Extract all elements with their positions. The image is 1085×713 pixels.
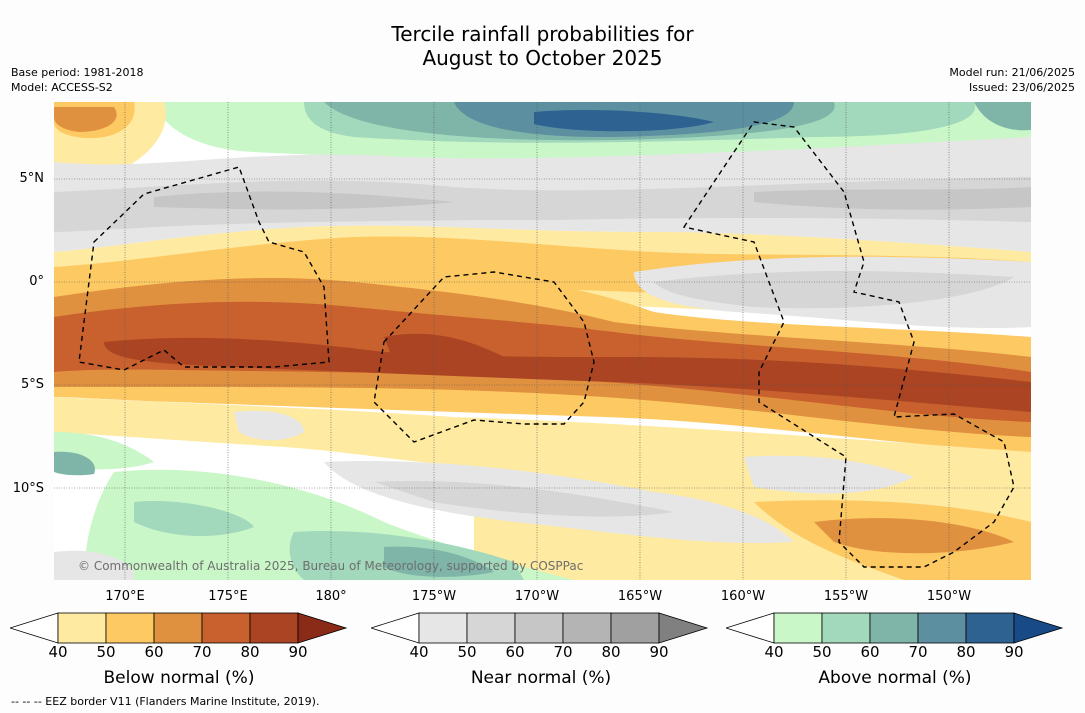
colorbar-segment: [514, 612, 564, 644]
colorbar-segment: [965, 612, 1015, 644]
colorbar-tick-label: 60: [860, 643, 880, 661]
copyright-credit: © Commonwealth of Australia 2025, Bureau…: [78, 559, 584, 573]
colorbar-above-normal: [726, 612, 1064, 644]
lon-label-155w: 155°W: [823, 589, 869, 604]
colorbar-tick-label: 90: [649, 643, 669, 661]
colorbar-segment: [610, 612, 660, 644]
colorbar-tick-label: 80: [601, 643, 621, 661]
colorbar-tick-label: 40: [48, 643, 68, 661]
colorbar-segment: [562, 612, 612, 644]
model-info: Base period: 1981-2018 Model: ACCESS-S2: [11, 65, 143, 95]
colorbar-tick-label: 40: [409, 643, 429, 661]
colorbar-tick-label: 50: [812, 643, 832, 661]
colorbar-tick-label: 80: [240, 643, 260, 661]
lon-label-175e: 175°E: [208, 589, 248, 604]
title-line-2: August to October 2025: [422, 46, 663, 70]
colorbar-segment: [917, 612, 967, 644]
colorbar-tick-label: 50: [96, 643, 116, 661]
colorbar-segment: [249, 612, 299, 644]
colorbar-tick-label: 70: [553, 643, 573, 661]
colorbar-segment: [57, 612, 107, 644]
colorbar-label-below: Below normal (%): [103, 668, 255, 688]
colorbar-segment: [821, 612, 871, 644]
model-name: Model: ACCESS-S2: [11, 81, 113, 94]
colorbar-arrow-low: [371, 612, 420, 644]
eez-borders: [78, 121, 1015, 568]
lon-label-150w: 150°W: [926, 589, 972, 604]
lat-label-10s: 10°S: [12, 481, 44, 496]
probability-map: [54, 102, 1031, 580]
colorbar-tick-label: 60: [144, 643, 164, 661]
lat-label-5s: 5°S: [20, 377, 44, 392]
base-period: Base period: 1981-2018: [11, 66, 144, 79]
lon-label-180: 180°: [315, 589, 347, 604]
model-run-date: Model run: 21/06/2025: [949, 66, 1075, 79]
lon-label-170w: 170°W: [514, 589, 560, 604]
eez-footnote: -- -- -- EEZ border V11 (Flanders Marine…: [11, 695, 320, 708]
lat-label-5n: 5°N: [19, 171, 45, 186]
lat-label-0: 0°: [29, 274, 44, 289]
colorbar-segment: [773, 612, 823, 644]
colorbar-segment: [466, 612, 516, 644]
colorbar-tick-label: 60: [505, 643, 525, 661]
colorbar-arrow-high: [658, 612, 709, 644]
colorbar-segment: [201, 612, 251, 644]
colorbar-tick-label: 80: [956, 643, 976, 661]
colorbar-tick-label: 50: [457, 643, 477, 661]
lon-label-165w: 165°W: [617, 589, 663, 604]
colorbar-segment: [418, 612, 468, 644]
colorbar-tick-label: 90: [1004, 643, 1024, 661]
colorbar-tick-label: 40: [764, 643, 784, 661]
colorbar-segment: [153, 612, 203, 644]
lon-label-175w: 175°W: [411, 589, 457, 604]
colorbar-arrow-high: [297, 612, 348, 644]
lon-label-170e: 170°E: [105, 589, 145, 604]
colorbar-arrow-low: [726, 612, 775, 644]
colorbar-arrow-low: [10, 612, 59, 644]
colorbar-tick-label: 70: [908, 643, 928, 661]
colorbar-below-normal: [10, 612, 348, 644]
colorbar-label-above: Above normal (%): [818, 668, 972, 688]
colorbar-tick-label: 90: [288, 643, 308, 661]
run-info: Model run: 21/06/2025 Issued: 23/06/2025: [949, 65, 1075, 95]
map-title: Tercile rainfall probabilities for Augus…: [0, 22, 1085, 70]
colorbar-segment: [105, 612, 155, 644]
colorbar-label-near: Near normal (%): [470, 668, 612, 688]
lon-label-160w: 160°W: [720, 589, 766, 604]
colorbar-arrow-high: [1013, 612, 1064, 644]
colorbar-segment: [869, 612, 919, 644]
issued-date: Issued: 23/06/2025: [968, 81, 1075, 94]
title-line-1: Tercile rainfall probabilities for: [391, 22, 694, 46]
colorbar-tick-label: 70: [192, 643, 212, 661]
colorbar-near-normal: [371, 612, 709, 644]
